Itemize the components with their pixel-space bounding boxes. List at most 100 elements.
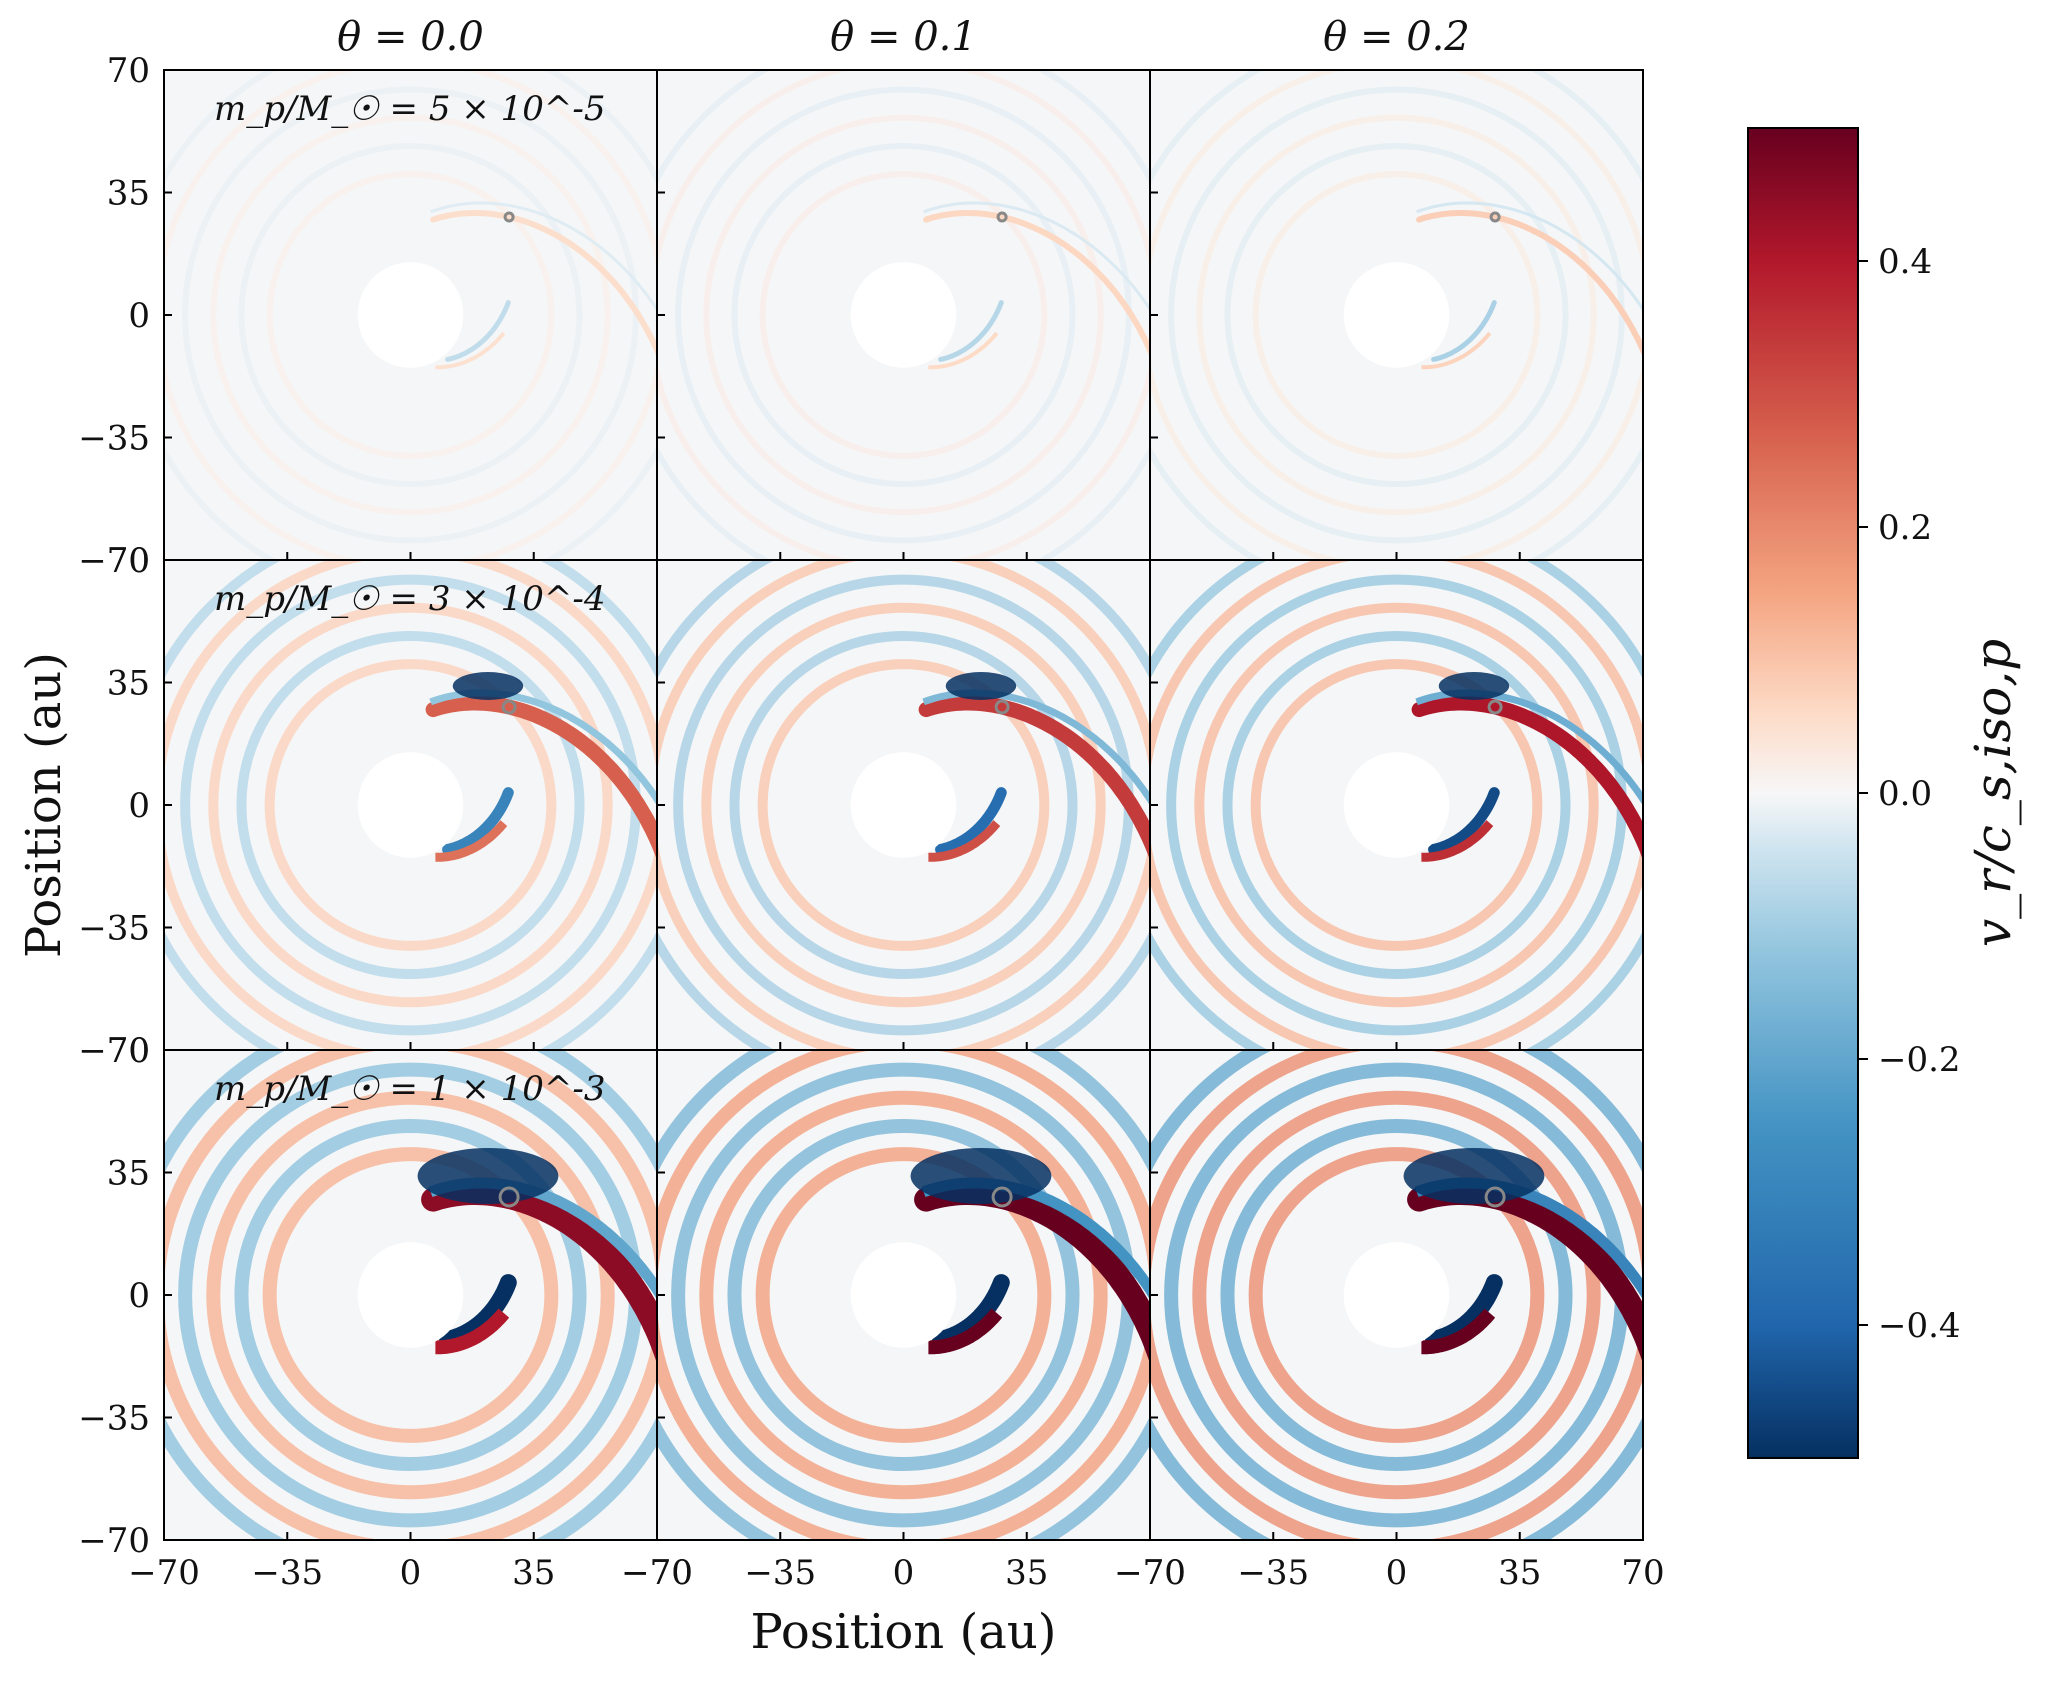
y-tick-label: −70 xyxy=(78,1031,150,1071)
panel-r1-c2 xyxy=(1149,559,1644,1051)
y-tick-label: 35 xyxy=(107,664,150,704)
y-tick-label: 35 xyxy=(107,174,150,214)
ring-wave xyxy=(729,630,1078,980)
inner-hole xyxy=(850,752,957,858)
inner-hole xyxy=(1343,1242,1450,1348)
colorbar-tick-label: −0.2 xyxy=(1878,1040,1961,1080)
planet-marker xyxy=(991,1186,1013,1208)
x-tick-label: 0 xyxy=(893,1553,915,1593)
inner-hole xyxy=(850,1242,957,1348)
planet-marker xyxy=(1487,699,1503,715)
x-tick-label: −70 xyxy=(621,1553,693,1593)
y-tick-label: −70 xyxy=(78,541,150,581)
inner-spiral-wake xyxy=(932,1274,1010,1348)
ring-wave xyxy=(210,114,611,516)
outer-spiral-wake xyxy=(430,210,657,358)
ring-wave xyxy=(1192,1090,1601,1500)
inner-spiral-wake xyxy=(1431,300,1497,362)
colorbar-tick-label: −0.4 xyxy=(1878,1306,1961,1346)
blue-lobe xyxy=(417,1148,559,1204)
panel-r2-c0: m_p/M_☉ = 1 × 10^-3 xyxy=(163,1049,658,1541)
inner-spiral-red xyxy=(1421,820,1494,862)
planet-marker xyxy=(503,211,515,223)
inner-spiral-red xyxy=(1421,1308,1496,1355)
x-tick-label: −70 xyxy=(1114,1553,1186,1593)
y-axis-label: Position (au) xyxy=(16,652,72,958)
inner-spiral-red xyxy=(928,820,1001,862)
ring-wave xyxy=(1194,602,1599,1008)
ring-wave xyxy=(1222,630,1571,980)
inner-spiral-red xyxy=(435,820,508,862)
inner-spiral-wake xyxy=(1428,787,1500,855)
ring-wave xyxy=(1196,114,1597,516)
inner-spiral-wake xyxy=(445,300,511,362)
inner-hole xyxy=(357,1242,464,1348)
row-annotation: m_p/M_☉ = 1 × 10^-3 xyxy=(214,1069,605,1109)
ring-wave xyxy=(703,114,1104,516)
x-tick-label: 35 xyxy=(1005,1553,1048,1593)
outer-spiral-shadow xyxy=(923,201,1150,313)
panel-r2-c1 xyxy=(656,1049,1151,1541)
inner-spiral-wake xyxy=(935,787,1007,855)
outer-spiral-wake xyxy=(1411,695,1643,861)
ring-wave xyxy=(699,1090,1108,1500)
panel-r1-c0: m_p/M_☉ = 3 × 10^-4 xyxy=(163,559,658,1051)
blue-lobe xyxy=(452,672,524,700)
ring-wave xyxy=(731,142,1076,488)
outer-spiral-wake xyxy=(923,210,1150,358)
inner-spiral-red xyxy=(435,1308,510,1355)
blue-lobe xyxy=(1403,1148,1545,1204)
column-title: θ = 0.0 xyxy=(337,14,484,60)
inner-spiral-wake xyxy=(1425,1274,1503,1348)
colorbar-tick-label: 0.0 xyxy=(1878,774,1932,814)
colorbar-tick-label: 0.4 xyxy=(1878,242,1932,282)
x-axis-label: Position (au) xyxy=(751,1604,1057,1660)
ring-wave xyxy=(206,1090,615,1500)
y-tick-label: 0 xyxy=(128,296,150,336)
panel-r2-c2 xyxy=(1149,1049,1644,1541)
y-tick-label: 0 xyxy=(128,1276,150,1316)
y-tick-label: −35 xyxy=(78,909,150,949)
x-tick-label: 35 xyxy=(512,1553,555,1593)
blue-lobe xyxy=(1438,672,1510,700)
x-tick-label: 35 xyxy=(1498,1553,1541,1593)
x-tick-label: −70 xyxy=(621,1553,693,1593)
panel-r0-c2 xyxy=(1149,69,1644,561)
planet-marker xyxy=(1484,1186,1506,1208)
colorbar xyxy=(1747,127,1859,1459)
planet-marker xyxy=(501,699,517,715)
x-tick-label: 0 xyxy=(1386,1553,1408,1593)
outer-spiral-wake xyxy=(1416,210,1643,358)
row-annotation: m_p/M_☉ = 5 × 10^-5 xyxy=(214,89,605,129)
ring-wave xyxy=(266,171,555,459)
outer-spiral-wake xyxy=(425,695,657,861)
panel-r0-c1 xyxy=(656,69,1151,561)
colorbar-label: v_r/c_s,iso,p xyxy=(1964,639,2022,947)
inner-spiral-red xyxy=(928,1308,1003,1355)
ring-wave xyxy=(759,171,1048,459)
inner-spiral-wake xyxy=(442,787,514,855)
ring-wave xyxy=(208,602,613,1008)
inner-spiral-wake xyxy=(938,300,1004,362)
planet-marker xyxy=(1489,211,1501,223)
ring-wave xyxy=(1220,1118,1573,1472)
panel-r1-c1 xyxy=(656,559,1151,1051)
ring-wave xyxy=(1248,1147,1545,1443)
inner-spiral-red xyxy=(435,331,506,370)
x-tick-label: −70 xyxy=(1114,1553,1186,1593)
ring-wave xyxy=(262,1147,559,1443)
x-tick-label: 0 xyxy=(400,1553,422,1593)
x-tick-label: −35 xyxy=(1237,1553,1309,1593)
planet-marker xyxy=(996,211,1008,223)
blue-lobe xyxy=(945,672,1017,700)
ring-wave xyxy=(238,142,583,488)
ring-wave xyxy=(757,659,1050,951)
inner-spiral-red xyxy=(928,331,999,370)
outer-spiral-shadow xyxy=(1416,201,1643,313)
planet-marker xyxy=(994,699,1010,715)
x-tick-label: −35 xyxy=(251,1553,323,1593)
inner-hole xyxy=(1343,752,1450,858)
planet-marker xyxy=(498,1186,520,1208)
x-tick-label: −35 xyxy=(744,1553,816,1593)
colorbar-tick-label: 0.2 xyxy=(1878,508,1932,548)
